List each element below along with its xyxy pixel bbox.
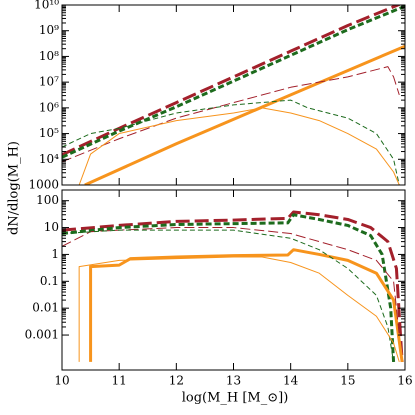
series-line: [62, 229, 395, 362]
y-tick-label: 100: [36, 193, 59, 207]
x-tick-label: 16: [397, 374, 412, 388]
y-tick-label: 0.1: [40, 274, 59, 288]
y-tick-label: 10⁵: [39, 126, 59, 140]
x-tick-label: 11: [112, 374, 127, 388]
series-line: [62, 99, 400, 185]
y-tick-label: 0.01: [32, 301, 59, 315]
x-axis-label: log(M_H [M_⊙]): [182, 391, 289, 406]
y-tick-label: 1: [51, 247, 59, 261]
x-tick-label: 12: [169, 374, 184, 388]
series-line: [62, 5, 405, 159]
y-tick-label: 10⁶: [39, 100, 59, 114]
series-line: [62, 66, 400, 163]
plot-lines: [62, 210, 404, 363]
y-tick-label: 10⁸: [39, 49, 59, 63]
y-axis-label: dN/dlog(M_H): [7, 141, 22, 235]
x-tick-label: 15: [340, 374, 355, 388]
y-tick-label: 10⁷: [39, 75, 59, 89]
y-tick-label: 10⁴: [39, 152, 59, 166]
y-tick-label: 10: [44, 220, 59, 234]
series-line: [84, 44, 405, 185]
x-tick-label: 14: [283, 374, 299, 388]
x-tick-label: 10: [54, 374, 69, 388]
series-line: [78, 107, 400, 185]
series-line: [62, 210, 404, 363]
plot-frame: [61, 189, 406, 371]
plot-lines: [62, 5, 405, 185]
series-line: [78, 256, 400, 363]
y-tick-label: 0.001: [25, 328, 59, 342]
y-tick-label: 10¹⁰: [34, 0, 59, 12]
series-line: [62, 213, 396, 362]
x-tick-label: 13: [226, 374, 241, 388]
series-line: [89, 248, 404, 363]
series-line: [62, 227, 400, 336]
plot-frame: [61, 4, 406, 186]
y-tick-label: 10⁹: [39, 23, 59, 37]
series-line: [62, 5, 402, 157]
y-tick-label: 1000: [28, 178, 59, 192]
